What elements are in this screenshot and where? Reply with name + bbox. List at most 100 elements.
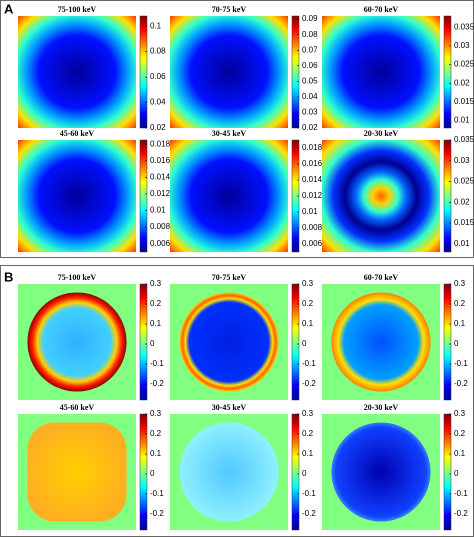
colorbar-tick-label: 0.01 xyxy=(454,239,470,248)
colorbar xyxy=(443,15,452,129)
colorbar-tick-label: 0.2 xyxy=(302,429,314,438)
colorbar-tick-label: 0.035 xyxy=(454,135,474,144)
panel-title: 30-45 keV xyxy=(212,129,247,138)
colorbar xyxy=(139,139,148,253)
colorbar-tick-label: 0.008 xyxy=(150,222,171,231)
colorbar-tick-label: -0.2 xyxy=(454,509,468,518)
panel-title: 60-70 keV xyxy=(364,5,399,14)
colorbar xyxy=(443,283,452,401)
colorbar-tick-label: 0.01 xyxy=(150,206,166,215)
colorbar xyxy=(139,283,148,401)
colorbar-tick-label: 0.018 xyxy=(302,143,323,152)
colorbar-tick-label: -0.1 xyxy=(302,359,316,368)
colorbar-tick-label: 0.04 xyxy=(150,98,166,107)
heatmap-image xyxy=(322,16,440,128)
colorbar-tick-label: -0.2 xyxy=(150,379,164,388)
colorbar-tick-label: 0.016 xyxy=(150,156,171,165)
colorbar-tick-label: 0.09 xyxy=(302,14,318,23)
colorbar-tick-label: 0.05 xyxy=(302,76,318,85)
colorbar-tick-label: 0.1 xyxy=(454,319,466,328)
heatmap-image xyxy=(27,292,127,392)
colorbar-tick-label: -0.2 xyxy=(454,379,468,388)
colorbar-tick-label: 0.02 xyxy=(454,78,470,87)
panel-label: B xyxy=(4,269,13,284)
colorbar-tick-label: 0.1 xyxy=(150,319,162,328)
colorbar-tick-label: 0 xyxy=(302,469,307,478)
colorbar-tick-label: 0.3 xyxy=(150,279,162,288)
panel-title: 45-60 keV xyxy=(60,403,95,412)
heatmap-image xyxy=(170,140,288,252)
heatmap-image xyxy=(18,16,136,128)
colorbar-tick-label: -0.2 xyxy=(150,509,164,518)
colorbar-tick-label: 0.014 xyxy=(302,175,323,184)
colorbar-tick-label: 0.015 xyxy=(454,218,474,227)
colorbar-tick-label: 0.006 xyxy=(150,239,171,248)
colorbar-tick-label: 0.02 xyxy=(302,123,318,132)
colorbar-tick-label: 0.06 xyxy=(150,72,166,81)
colorbar-tick-label: 0.2 xyxy=(302,299,314,308)
colorbar-tick-label: 0.016 xyxy=(302,159,323,168)
colorbar-tick-label: 0.2 xyxy=(150,299,162,308)
panel-title: 70-75 keV xyxy=(212,5,247,14)
colorbar xyxy=(139,15,148,129)
colorbar-tick-label: 0 xyxy=(150,469,155,478)
colorbar-tick-label: 0.01 xyxy=(454,116,470,125)
heatmap-image xyxy=(27,422,127,522)
colorbar-tick-label: -0.1 xyxy=(454,359,468,368)
panel-title: 75-100 keV xyxy=(58,273,97,282)
colorbar xyxy=(443,139,452,253)
colorbar-tick-label: 0.012 xyxy=(150,189,171,198)
colorbar-tick-label: 0.3 xyxy=(150,409,162,418)
colorbar-tick-label: 0.3 xyxy=(454,279,466,288)
colorbar-tick-label: 0.018 xyxy=(150,139,171,148)
colorbar xyxy=(291,413,300,531)
panel-title: 45-60 keV xyxy=(60,129,95,138)
colorbar-tick-label: 0.08 xyxy=(302,30,318,39)
panel-title: 75-100 keV xyxy=(58,5,97,14)
colorbar-tick-label: 0 xyxy=(150,339,155,348)
colorbar-tick-label: 0.08 xyxy=(150,47,166,56)
colorbar xyxy=(443,413,452,531)
colorbar-tick-label: 0.025 xyxy=(454,177,474,186)
colorbar-tick-label: 0.008 xyxy=(302,223,323,232)
colorbar-tick-label: 0.03 xyxy=(302,108,318,117)
heatmap-image xyxy=(331,422,431,522)
colorbar-tick-label: 0.1 xyxy=(302,319,314,328)
colorbar-tick-label: 0.1 xyxy=(454,449,466,458)
colorbar-tick-label: 0.025 xyxy=(454,60,474,69)
colorbar-tick-label: 0 xyxy=(454,339,459,348)
heatmap-image xyxy=(18,140,136,252)
colorbar-tick-label: 0.1 xyxy=(302,449,314,458)
colorbar-tick-label: 0.02 xyxy=(454,197,470,206)
colorbar-tick-label: 0.04 xyxy=(302,92,318,101)
colorbar-tick-label: 0.07 xyxy=(302,45,318,54)
panel-label: A xyxy=(4,1,14,16)
colorbar-tick-label: 0.012 xyxy=(302,191,323,200)
colorbar-tick-label: 0.2 xyxy=(454,429,466,438)
colorbar-tick-label: 0.2 xyxy=(150,429,162,438)
colorbar-tick-label: 0.3 xyxy=(302,409,314,418)
colorbar-tick-label: -0.2 xyxy=(302,379,316,388)
colorbar-tick-label: -0.1 xyxy=(150,489,164,498)
colorbar-tick-label: 0.3 xyxy=(302,279,314,288)
colorbar xyxy=(291,15,300,129)
colorbar-tick-label: 0.014 xyxy=(150,172,171,181)
colorbar xyxy=(291,283,300,401)
colorbar-tick-label: 0.3 xyxy=(454,409,466,418)
heatmap-image xyxy=(170,16,288,128)
colorbar xyxy=(139,413,148,531)
colorbar-tick-label: 0.03 xyxy=(454,41,470,50)
panel-title: 20-30 keV xyxy=(364,129,399,138)
colorbar-tick-label: 0 xyxy=(454,469,459,478)
heatmap-image xyxy=(331,292,431,392)
colorbar-tick-label: -0.2 xyxy=(302,509,316,518)
panel-title: 20-30 keV xyxy=(364,403,399,412)
colorbar-tick-label: 0.006 xyxy=(302,239,323,248)
colorbar-tick-label: 0.1 xyxy=(150,21,162,30)
colorbar-tick-label: 0.03 xyxy=(454,156,470,165)
heatmap-image xyxy=(322,140,440,252)
panel-title: 70-75 keV xyxy=(212,273,247,282)
panel-title: 60-70 keV xyxy=(364,273,399,282)
colorbar-tick-label: 0.2 xyxy=(454,299,466,308)
